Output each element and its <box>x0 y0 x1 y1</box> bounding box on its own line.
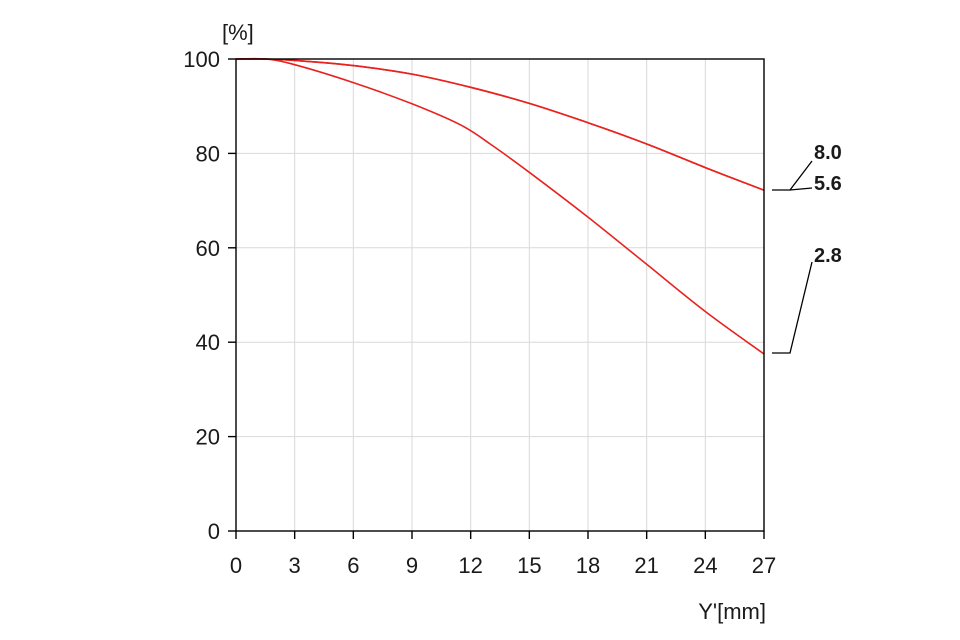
series-label-2-8: 2.8 <box>814 245 842 267</box>
x-tick-label: 15 <box>517 553 541 578</box>
y-tick-label: 20 <box>196 425 220 450</box>
leader-8-0-5-6 <box>772 160 813 191</box>
x-tick-label: 12 <box>458 553 482 578</box>
tick-layer: 0 3 6 9 12 15 18 21 24 27 0 20 40 60 80 100 <box>183 47 776 578</box>
plot-frame <box>235 58 765 532</box>
series-label-layer: 8.0 5.6 2.8 <box>772 142 842 354</box>
series-line-8-0 <box>235 58 765 191</box>
x-tick-label: 9 <box>406 553 418 578</box>
x-tick-label: 21 <box>634 553 658 578</box>
x-tick-label: 18 <box>576 553 600 578</box>
leader-5-6 <box>789 187 813 191</box>
leader-2-8 <box>772 261 813 354</box>
x-tick-label: 3 <box>289 553 301 578</box>
y-tick-label: 60 <box>196 236 220 261</box>
series-layer <box>235 57 765 355</box>
y-axis-unit-label: [%] <box>222 20 254 45</box>
y-tick-label: 40 <box>196 330 220 355</box>
series-label-5-6: 5.6 <box>814 173 842 195</box>
y-tick-label: 0 <box>208 519 220 544</box>
grid-layer <box>236 59 764 531</box>
x-tick-label: 6 <box>347 553 359 578</box>
x-tick-label: 27 <box>752 553 776 578</box>
x-tick-label: 24 <box>693 553 717 578</box>
series-line-5-6 <box>235 58 765 191</box>
series-line-2-8 <box>235 57 765 355</box>
y-tick-label: 100 <box>183 47 220 72</box>
x-tick-label: 0 <box>230 553 242 578</box>
y-tick-label: 80 <box>196 141 220 166</box>
x-axis-unit-label: Y'[mm] <box>698 599 766 624</box>
series-label-8-0: 8.0 <box>814 142 842 164</box>
